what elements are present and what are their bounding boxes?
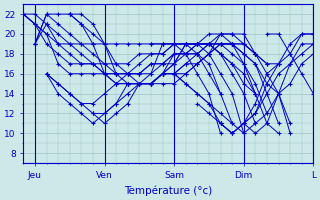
X-axis label: Température (°c): Température (°c) [124,185,212,196]
